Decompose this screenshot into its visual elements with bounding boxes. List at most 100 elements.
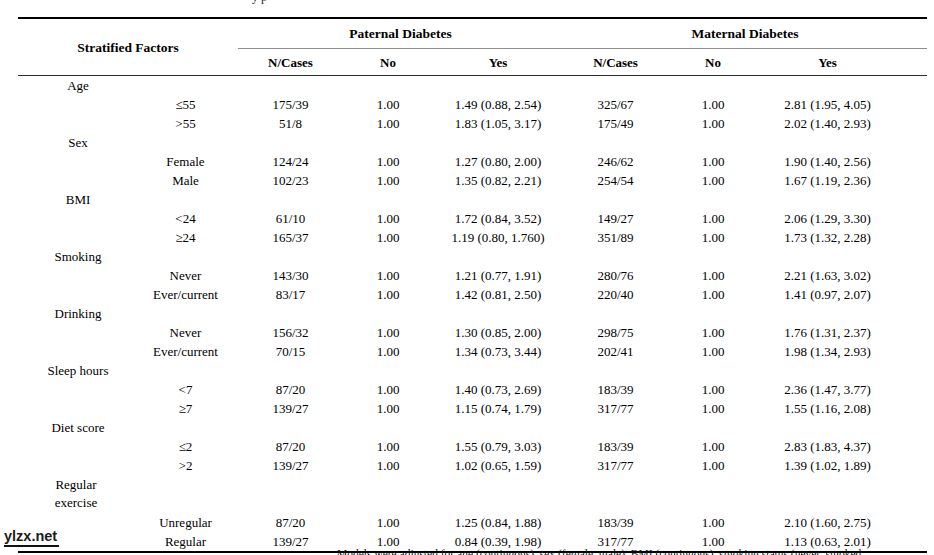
value-cell: 183/39: [563, 437, 668, 456]
value-cell: 1.00: [668, 380, 758, 399]
value-cell: 1.00: [343, 399, 433, 418]
value-cell: 1.00: [343, 95, 433, 114]
factor-cell: Sleep hours: [18, 361, 927, 380]
paternal-yes-header: Yes: [433, 49, 563, 76]
stratum-cell: Ever/current: [18, 342, 238, 361]
table-row: Female124/241.001.27 (0.80, 2.00)246/621…: [18, 152, 927, 171]
value-cell: 1.25 (0.84, 1.88): [433, 513, 563, 532]
value-cell: 51/8: [238, 114, 343, 133]
value-cell: 139/27: [238, 456, 343, 475]
value-cell: 1.00: [668, 209, 758, 228]
stratum-label: Never: [118, 323, 253, 342]
value-cell: 1.21 (0.77, 1.91): [433, 266, 563, 285]
value-cell: 139/27: [238, 399, 343, 418]
value-cell: 351/89: [563, 228, 668, 247]
value-cell: 1.30 (0.85, 2.00): [433, 323, 563, 342]
value-cell: 2.81 (1.95, 4.05): [758, 95, 927, 114]
maternal-ncases-header: N/Cases: [563, 49, 668, 76]
value-cell: 149/27: [563, 209, 668, 228]
maternal-yes-header: Yes: [758, 49, 927, 76]
value-cell: 2.02 (1.40, 2.93): [758, 114, 927, 133]
value-cell: 1.00: [668, 266, 758, 285]
value-cell: 61/10: [238, 209, 343, 228]
value-cell: 1.72 (0.84, 3.52): [433, 209, 563, 228]
value-cell: 1.34 (0.73, 3.44): [433, 342, 563, 361]
factor-label: Sex: [18, 134, 138, 151]
table-row: ≥24165/371.001.19 (0.80, 1.760)351/891.0…: [18, 228, 927, 247]
factor-label: Age: [18, 77, 138, 94]
stratum-label: <7: [118, 380, 253, 399]
value-cell: 87/20: [238, 513, 343, 532]
table-body: Age≤55175/391.001.49 (0.88, 2.54)325/671…: [18, 76, 927, 553]
value-cell: 246/62: [563, 152, 668, 171]
paternal-no-header: No: [343, 49, 433, 76]
value-cell: 102/23: [238, 171, 343, 190]
stratum-cell: Ever/current: [18, 285, 238, 304]
table-row: Unregular87/201.001.25 (0.84, 1.88)183/3…: [18, 513, 927, 532]
group-header-row: Stratified Factors Paternal Diabetes Mat…: [18, 18, 927, 49]
stratum-cell: Male: [18, 171, 238, 190]
value-cell: 1.67 (1.19, 2.36): [758, 171, 927, 190]
value-cell: 1.00: [668, 285, 758, 304]
stratum-cell: >55: [18, 114, 238, 133]
table-row: Ever/current83/171.001.42 (0.81, 2.50)22…: [18, 285, 927, 304]
stratum-cell: ≥24: [18, 228, 238, 247]
stratum-label: >55: [118, 114, 253, 133]
value-cell: 1.00: [343, 266, 433, 285]
factor-cell: Smoking: [18, 247, 927, 266]
value-cell: 1.55 (0.79, 3.03): [433, 437, 563, 456]
value-cell: 1.00: [343, 209, 433, 228]
stratum-cell: >2: [18, 456, 238, 475]
factor-row: Regular exercise: [18, 475, 927, 513]
factor-cell: Sex: [18, 133, 927, 152]
maternal-no-header: No: [668, 49, 758, 76]
footnote-clipped: Models were adjusted for age (continuous…: [337, 548, 861, 555]
value-cell: 1.00: [668, 323, 758, 342]
table-row: >2139/271.001.02 (0.65, 1.59)317/771.001…: [18, 456, 927, 475]
value-cell: 2.10 (1.60, 2.75): [758, 513, 927, 532]
value-cell: 1.00: [668, 171, 758, 190]
value-cell: 70/15: [238, 342, 343, 361]
stratum-label: Regular: [118, 532, 253, 551]
value-cell: 139/27: [238, 532, 343, 552]
factor-label: Regular exercise: [37, 476, 115, 512]
value-cell: 1.49 (0.88, 2.54): [433, 95, 563, 114]
value-cell: 2.83 (1.83, 4.37): [758, 437, 927, 456]
value-cell: 1.00: [343, 456, 433, 475]
stratum-cell: <7: [18, 380, 238, 399]
value-cell: 1.00: [343, 323, 433, 342]
value-cell: 1.00: [668, 456, 758, 475]
value-cell: 1.55 (1.16, 2.08): [758, 399, 927, 418]
value-cell: 1.00: [668, 513, 758, 532]
table-row: <2461/101.001.72 (0.84, 3.52)149/271.002…: [18, 209, 927, 228]
factor-row: BMI: [18, 190, 927, 209]
value-cell: 280/76: [563, 266, 668, 285]
value-cell: 1.00: [343, 513, 433, 532]
stratum-label: Never: [118, 266, 253, 285]
factor-label: BMI: [18, 191, 138, 208]
value-cell: 183/39: [563, 513, 668, 532]
factor-cell: BMI: [18, 190, 927, 209]
paternal-diabetes-header: Paternal Diabetes: [238, 18, 563, 49]
factor-label: Diet score: [18, 419, 138, 436]
value-cell: 1.00: [343, 152, 433, 171]
value-cell: 1.98 (1.34, 2.93): [758, 342, 927, 361]
stratum-cell: Female: [18, 152, 238, 171]
value-cell: 175/39: [238, 95, 343, 114]
value-cell: 1.35 (0.82, 2.21): [433, 171, 563, 190]
stratum-label: Ever/current: [118, 285, 253, 304]
factor-cell: Drinking: [18, 304, 927, 323]
table-row: Never143/301.001.21 (0.77, 1.91)280/761.…: [18, 266, 927, 285]
factor-row: Smoking: [18, 247, 927, 266]
value-cell: 1.41 (0.97, 2.07): [758, 285, 927, 304]
stratum-cell: <24: [18, 209, 238, 228]
value-cell: 175/49: [563, 114, 668, 133]
value-cell: 2.36 (1.47, 3.77): [758, 380, 927, 399]
value-cell: 87/20: [238, 380, 343, 399]
value-cell: 1.76 (1.31, 2.37): [758, 323, 927, 342]
value-cell: 1.40 (0.73, 2.69): [433, 380, 563, 399]
value-cell: 1.00: [668, 95, 758, 114]
factor-label: Drinking: [18, 305, 138, 322]
value-cell: 87/20: [238, 437, 343, 456]
stratum-label: ≤2: [118, 437, 253, 456]
